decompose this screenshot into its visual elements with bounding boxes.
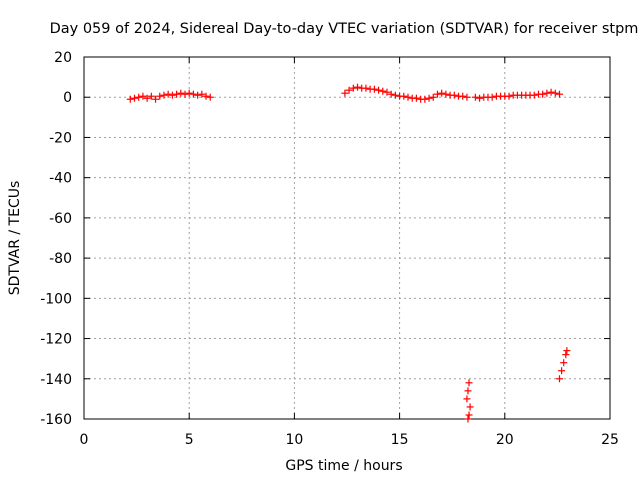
- data-point: [463, 395, 471, 403]
- x-tick-label: 20: [496, 432, 514, 448]
- data-point: [173, 90, 181, 98]
- x-tick-label: 5: [185, 432, 194, 448]
- data-point: [362, 84, 370, 92]
- data-point: [464, 387, 472, 395]
- y-tick-label: 0: [63, 90, 72, 106]
- x-tick-label: 25: [601, 432, 619, 448]
- y-tick-label: -160: [40, 412, 72, 428]
- data-point: [164, 90, 172, 98]
- data-point: [563, 347, 571, 355]
- data-point: [156, 92, 164, 100]
- y-tick-labels: 20 0 -20 -40 -60 -80 -100 -120 -140 -160: [40, 50, 72, 428]
- data-point: [404, 93, 412, 101]
- y-tick-label: -40: [49, 171, 72, 187]
- y-tick-label: -120: [40, 332, 72, 348]
- data-point: [189, 90, 197, 98]
- data-point: [558, 367, 566, 375]
- data-point: [185, 89, 193, 97]
- data-point: [505, 92, 513, 100]
- y-tick-label: -140: [40, 372, 72, 388]
- data-point: [181, 90, 189, 98]
- x-tick-labels: 0 5 10 15 20 25: [80, 432, 619, 448]
- data-point: [387, 90, 395, 98]
- data-point: [476, 94, 484, 102]
- data-point: [543, 89, 551, 97]
- data-point: [463, 93, 471, 101]
- y-tick-label: -60: [49, 211, 72, 227]
- data-point: [349, 84, 357, 92]
- y-tick-label: -80: [49, 251, 72, 267]
- data-point: [547, 88, 555, 96]
- data-point: [206, 93, 214, 101]
- data-point: [400, 92, 408, 100]
- data-point: [341, 89, 349, 97]
- axis-ticks: [83, 56, 611, 420]
- data-point: [130, 94, 138, 102]
- data-point: [530, 91, 538, 99]
- x-tick-label: 10: [285, 432, 303, 448]
- data-point: [147, 92, 155, 100]
- data-point: [379, 87, 387, 95]
- data-point: [354, 83, 362, 91]
- data-point: [412, 94, 420, 102]
- data-point: [556, 375, 564, 383]
- data-point: [425, 94, 433, 102]
- data-point: [556, 90, 564, 98]
- data-point: [391, 91, 399, 99]
- x-tick-label: 0: [80, 432, 89, 448]
- data-points: [126, 83, 571, 423]
- data-point: [383, 88, 391, 96]
- data-point: [198, 90, 206, 98]
- y-tick-label: -20: [49, 130, 72, 146]
- data-point: [465, 411, 473, 419]
- data-point: [433, 90, 441, 98]
- data-point: [438, 89, 446, 97]
- data-point: [488, 93, 496, 101]
- data-point: [471, 93, 479, 101]
- data-point: [375, 86, 383, 94]
- data-point: [459, 92, 467, 100]
- data-point: [139, 92, 147, 100]
- data-point: [562, 351, 570, 359]
- data-point: [152, 95, 160, 103]
- data-point: [370, 85, 378, 93]
- data-point: [450, 91, 458, 99]
- data-point: [177, 89, 185, 97]
- x-tick-label: 15: [391, 432, 409, 448]
- data-point: [345, 86, 353, 94]
- data-point: [551, 89, 559, 97]
- y-tick-label: 20: [54, 50, 72, 66]
- data-point: [466, 403, 474, 411]
- data-point: [168, 91, 176, 99]
- data-point: [465, 379, 473, 387]
- data-point: [442, 90, 450, 98]
- y-tick-label: -100: [40, 291, 72, 307]
- x-axis-label: GPS time / hours: [285, 458, 402, 474]
- data-point: [135, 93, 143, 101]
- data-point: [160, 91, 168, 99]
- data-point: [539, 90, 547, 98]
- data-point: [429, 93, 437, 101]
- plot-frame: [83, 56, 611, 420]
- grid-lines: [84, 57, 610, 419]
- data-point: [143, 94, 151, 102]
- data-point: [194, 91, 202, 99]
- data-point: [202, 92, 210, 100]
- chart-title: Day 059 of 2024, Sidereal Day-to-day VTE…: [50, 21, 639, 37]
- data-point: [421, 95, 429, 103]
- data-point: [464, 415, 472, 423]
- y-axis-label: SDTVAR / TECUs: [7, 181, 23, 296]
- data-point: [126, 95, 134, 103]
- data-point: [560, 359, 568, 367]
